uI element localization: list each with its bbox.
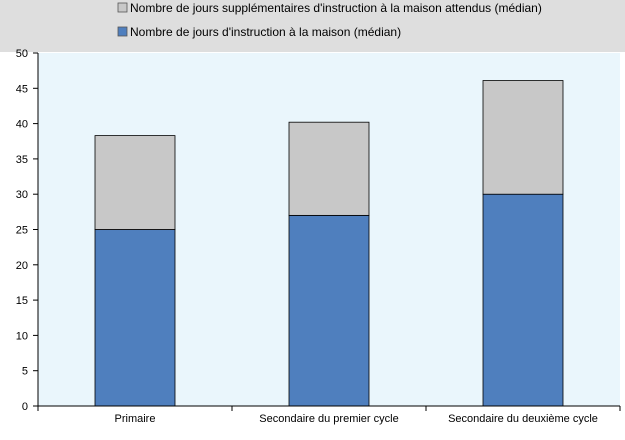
x-tick-label: Secondaire du premier cycle [259,413,398,425]
y-tick-label: 45 [16,83,28,95]
y-tick-label: 0 [22,401,28,413]
x-tick-label: Primaire [115,413,156,425]
legend: Nombre de jours supplémentaires d'instru… [117,1,542,39]
y-tick-label: 50 [16,48,28,60]
bar-segment [94,229,176,407]
bar-segment [94,135,176,230]
bars: Primaire Secondaire du premier cycle Secon… [94,80,598,425]
legend-background [0,0,625,52]
bar-segment [482,193,564,407]
bar-segment [482,80,564,195]
y-tick-label: 10 [16,330,28,342]
legend-label: Nombre de jours d'instruction à la maiso… [130,25,401,39]
x-tick-label: Secondaire du deuxième cycle [448,413,598,425]
y-tick-label: 20 [16,260,28,272]
axes: 0 5 10 15 20 25 30 35 40 45 50 [16,48,621,413]
y-tick-label: 5 [22,366,28,378]
legend-swatch [117,26,128,37]
y-tick-label: 25 [16,225,28,237]
bar-segment [288,214,370,407]
y-tick-label: 40 [16,119,28,131]
y-tick-label: 15 [16,295,28,307]
legend-swatch [117,2,128,13]
y-tick-label: 35 [16,154,28,166]
y-tick-label: 30 [16,189,28,201]
bar-segment [288,121,370,216]
legend-label: Nombre de jours supplémentaires d'instru… [130,1,542,15]
